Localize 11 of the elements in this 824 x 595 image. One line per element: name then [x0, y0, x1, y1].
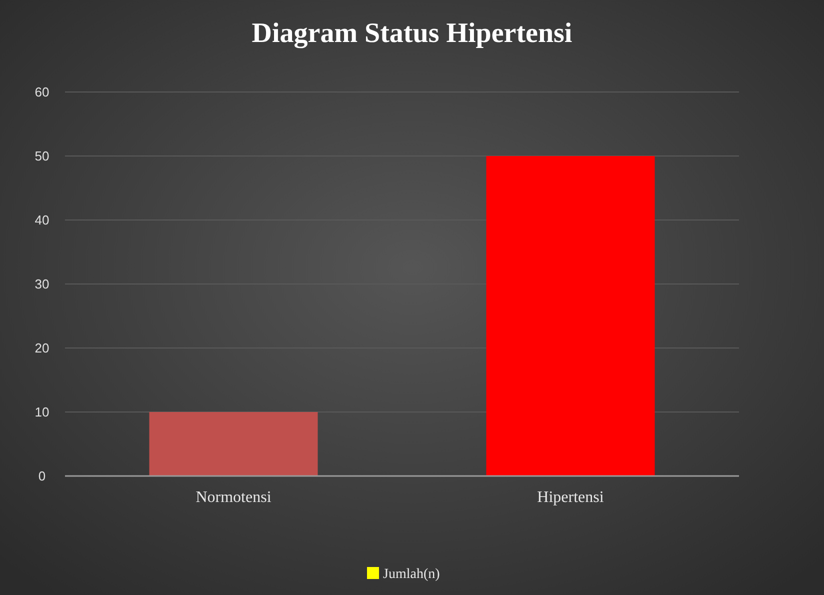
chart-title: Diagram Status Hipertensi — [252, 18, 572, 49]
x-tick-label: Normotensi — [196, 489, 272, 506]
y-tick-label: 10 — [34, 404, 50, 420]
x-tick-label: Hipertensi — [537, 489, 604, 506]
y-tick-label: 0 — [38, 468, 46, 484]
y-tick-label: 50 — [34, 148, 50, 164]
y-tick-label: 20 — [34, 340, 50, 356]
y-tick-label: 60 — [34, 84, 50, 100]
y-tick-label: 40 — [34, 212, 50, 228]
text: Jumlah(n) — [383, 566, 440, 582]
y-tick-label: 30 — [34, 276, 50, 292]
